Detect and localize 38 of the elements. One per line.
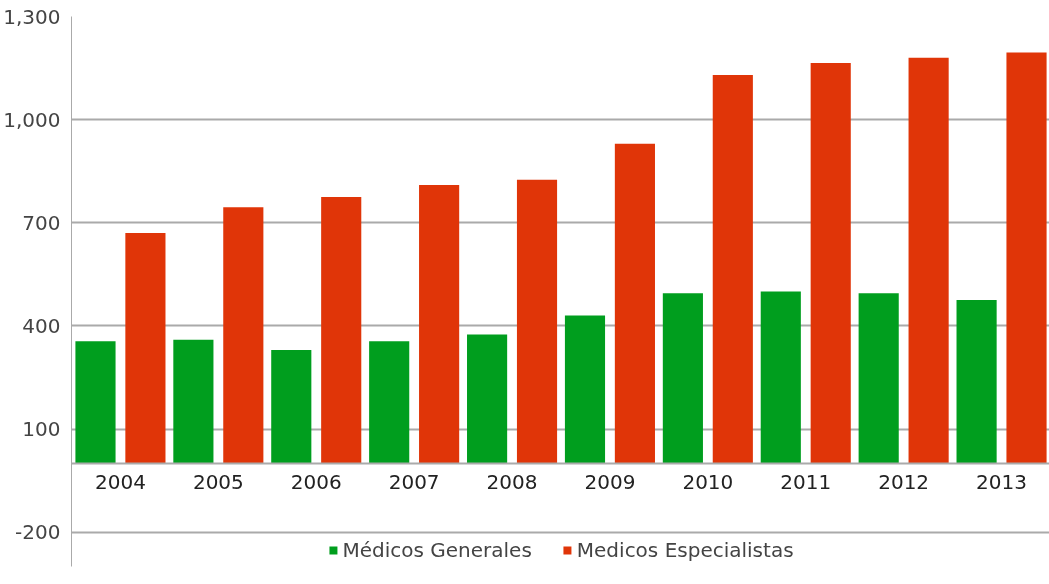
bar: [321, 196, 362, 464]
y-tick-label: 1,300: [3, 4, 61, 29]
bar: [1006, 52, 1047, 464]
bar: [223, 207, 264, 464]
bar: [712, 74, 753, 464]
y-tick-label: 100: [22, 417, 61, 441]
x-tick-label: 2007: [388, 470, 440, 495]
bar: [125, 233, 166, 464]
bar: [564, 315, 606, 464]
x-tick-label: 2006: [290, 470, 342, 495]
bar: [467, 334, 508, 464]
y-tick-label: 400: [22, 313, 61, 338]
x-tick-label: 2005: [192, 470, 244, 495]
x-tick-label: 2012: [878, 470, 930, 495]
bar: [419, 184, 460, 464]
x-tick-label: 2004: [95, 470, 146, 495]
bar: [369, 341, 410, 464]
x-tick-label: 2009: [584, 470, 636, 495]
bar: [908, 57, 949, 464]
y-tick-label: 1,000: [3, 107, 61, 132]
x-tick-label: 2008: [486, 470, 538, 495]
y-tick-label: 700: [22, 210, 61, 235]
x-tick-label: 2011: [780, 470, 832, 495]
bar: [858, 293, 899, 464]
bar: [810, 62, 851, 464]
bar: [173, 339, 214, 464]
bar: [662, 293, 703, 464]
bar: [271, 349, 312, 464]
bar: [75, 341, 116, 464]
y-tick-label: -200: [15, 520, 61, 545]
bar: [760, 291, 801, 464]
bar: [956, 300, 997, 464]
x-tick-label: 2010: [682, 470, 734, 495]
x-tick-label: 2013: [976, 470, 1028, 495]
bar: [516, 179, 558, 464]
legend-label: Médicos Generales: [342, 538, 532, 562]
bar: [614, 143, 655, 464]
legend-label: Medicos Especialistas: [576, 538, 794, 562]
